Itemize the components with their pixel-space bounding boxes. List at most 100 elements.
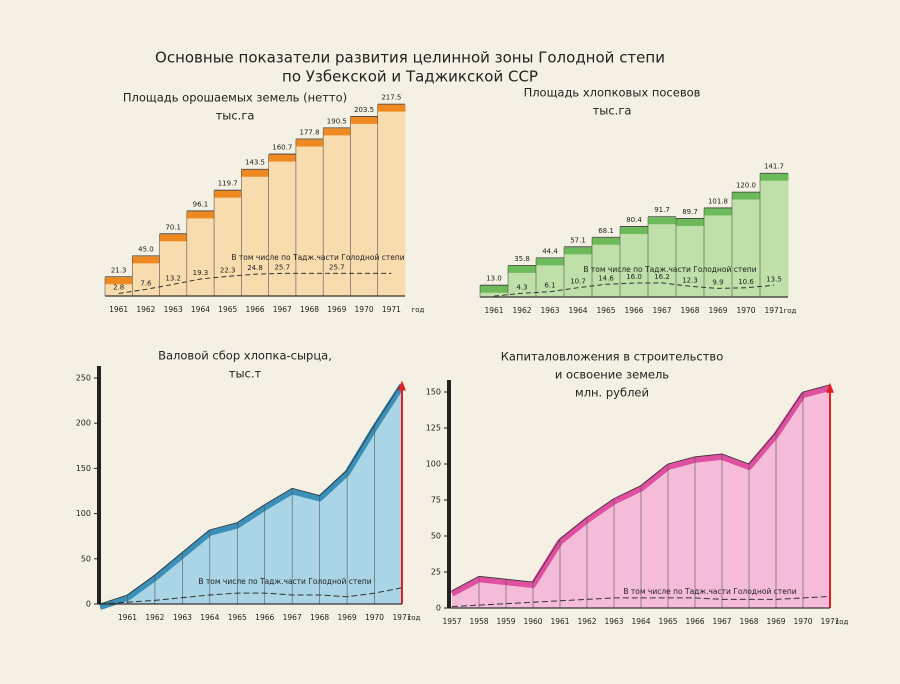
main-title: Основные показатели развития целинной зо… — [155, 49, 665, 67]
x-tick-label: 1961 — [118, 613, 137, 622]
bar-top — [648, 217, 677, 225]
bar-top — [564, 247, 593, 255]
bar-top — [132, 256, 161, 264]
chart-title: тыс.т — [229, 367, 262, 381]
bar-top — [676, 218, 705, 226]
value-label: 12.3 — [682, 276, 698, 284]
x-axis-label: год — [784, 307, 797, 315]
x-tick-label: 1959 — [496, 617, 515, 626]
chart-title: млн. рублей — [575, 386, 649, 400]
bar-top — [350, 116, 379, 124]
value-label: 21.3 — [111, 266, 127, 274]
x-tick-label: 1970 — [365, 613, 384, 622]
x-tick-label: 1969 — [327, 305, 346, 314]
bar-top — [592, 237, 621, 245]
sub-legend: В том числе по Тадж.части Голодной степи — [198, 577, 371, 586]
value-label: 19.3 — [193, 269, 209, 277]
main-title: по Узбекской и Таджикской ССР — [282, 68, 538, 86]
value-label: 217.5 — [381, 94, 401, 102]
x-tick-label: 1957 — [442, 617, 461, 626]
x-tick-label: 1968 — [310, 613, 329, 622]
bar-top — [704, 208, 733, 216]
bar-top — [214, 190, 242, 198]
bar-top — [241, 169, 270, 177]
value-label: 190.5 — [327, 117, 347, 125]
x-tick-label: 1967 — [283, 613, 302, 622]
bar-top — [268, 154, 297, 162]
x-tick-label: 1958 — [469, 617, 488, 626]
x-tick-label: 1970 — [736, 306, 755, 315]
arrow-head — [826, 382, 834, 393]
x-axis-label: год — [408, 614, 421, 622]
x-tick-label: 1967 — [652, 306, 671, 315]
x-tick-label: 1970 — [355, 305, 374, 314]
bar — [350, 116, 379, 296]
x-tick-label: 1969 — [766, 617, 785, 626]
chart-title: Валовой сбор хлопка-сырца, — [158, 349, 332, 363]
bar-top — [732, 192, 761, 200]
bar-top — [323, 128, 351, 136]
value-label: 203.5 — [354, 106, 374, 114]
value-label: 120.0 — [736, 182, 756, 190]
value-label: 119.7 — [218, 180, 238, 188]
bar-top — [480, 285, 509, 293]
x-tick-label: 1967 — [273, 305, 292, 314]
y-tick-label: 0 — [86, 600, 91, 609]
x-tick-label: 1962 — [577, 617, 596, 626]
value-label: 44.4 — [542, 247, 558, 255]
y-tick-label: 50 — [81, 554, 91, 563]
bar-top — [760, 173, 789, 181]
value-label: 16.2 — [654, 273, 670, 281]
value-label: 7.6 — [140, 279, 152, 287]
area-outline — [99, 382, 403, 605]
x-tick-label: 1962 — [145, 613, 164, 622]
x-axis-label: год — [412, 306, 425, 314]
x-tick-label: 1971 — [820, 617, 839, 626]
chart-title: Капиталовложения в строительство — [501, 350, 724, 364]
bar — [760, 173, 789, 297]
value-label: 177.8 — [300, 129, 320, 137]
x-tick-label: 1964 — [200, 613, 219, 622]
value-label: 13.5 — [766, 275, 782, 283]
value-label: 141.7 — [764, 163, 784, 171]
value-label: 96.1 — [193, 200, 209, 208]
value-label: 57.1 — [570, 236, 586, 244]
y-axis — [97, 366, 101, 604]
value-label: 80.4 — [626, 216, 642, 224]
value-label: 13.0 — [486, 275, 502, 283]
bar-top — [295, 139, 324, 147]
x-tick-label: 1968 — [680, 306, 699, 315]
x-tick-label: 1964 — [568, 306, 587, 315]
x-tick-label: 1963 — [540, 306, 559, 315]
value-label: 2.8 — [113, 284, 124, 292]
sub-legend: В том числе по Тадж.части Голодной степи — [231, 253, 404, 262]
sub-line — [118, 272, 392, 295]
chart-title: тыс.га — [216, 109, 255, 123]
y-tick-label: 250 — [76, 374, 91, 383]
y-tick-label: 50 — [431, 532, 441, 541]
bar-top — [377, 104, 406, 112]
bar — [592, 237, 621, 297]
x-tick-label: 1965 — [658, 617, 677, 626]
value-label: 13.2 — [165, 274, 181, 282]
bar-top — [186, 211, 215, 219]
value-label: 91.7 — [654, 206, 670, 214]
x-tick-label: 1968 — [739, 617, 758, 626]
y-tick-label: 100 — [426, 460, 441, 469]
x-tick-label: 1966 — [245, 305, 264, 314]
bar — [241, 169, 270, 296]
x-tick-label: 1965 — [218, 305, 237, 314]
x-tick-label: 1971 — [392, 613, 411, 622]
value-label: 24.8 — [247, 264, 263, 272]
y-tick-label: 25 — [431, 568, 441, 577]
area — [100, 382, 402, 604]
chart-title: Площадь орошаемых земель (нетто) — [123, 91, 347, 105]
bar-top — [620, 227, 649, 235]
x-tick-label: 1963 — [604, 617, 623, 626]
bar — [186, 211, 215, 296]
bar — [732, 192, 761, 297]
bar — [704, 208, 733, 297]
value-label: 10.7 — [570, 278, 586, 286]
x-tick-label: 1965 — [596, 306, 615, 315]
